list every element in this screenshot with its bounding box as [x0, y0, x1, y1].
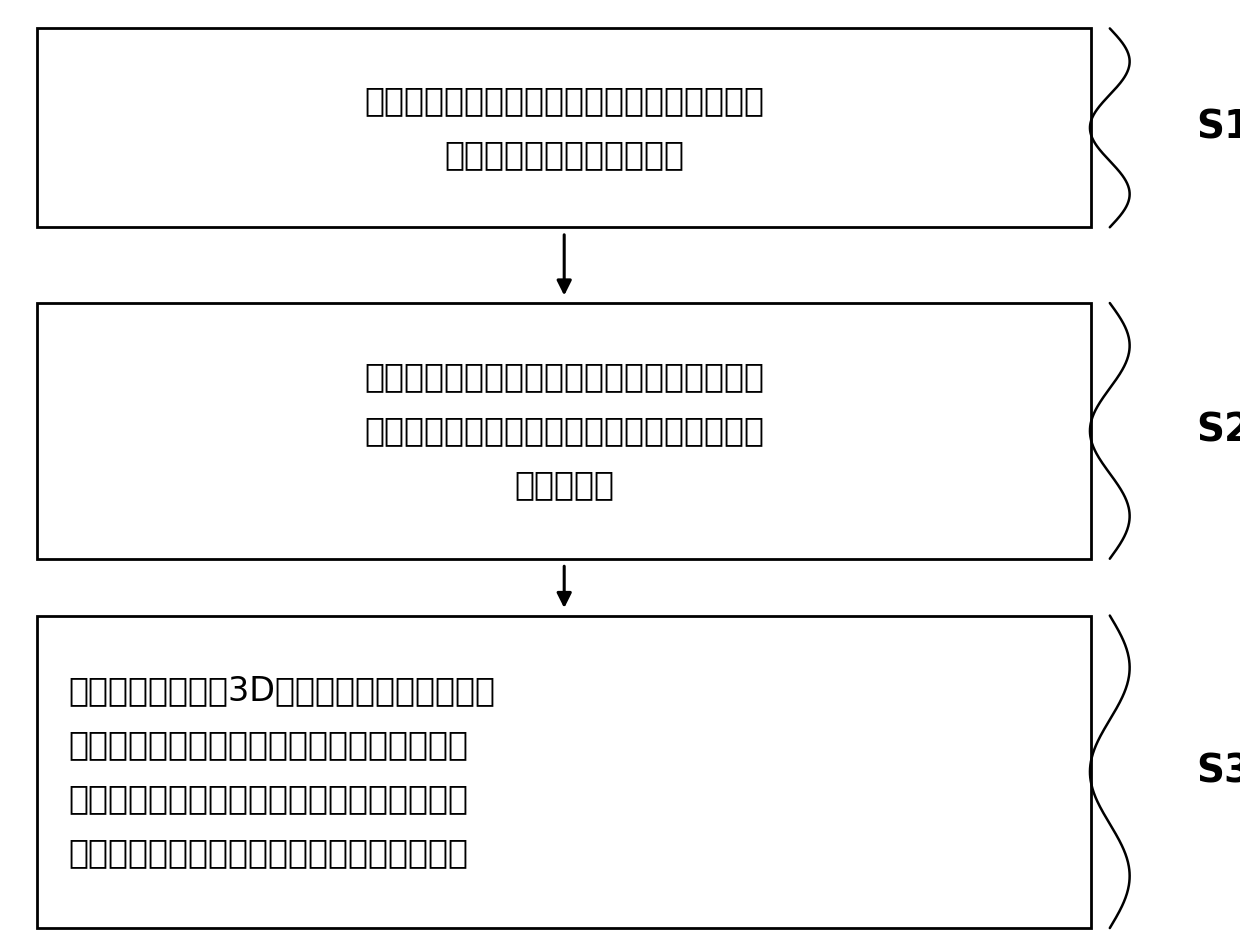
Text: 通过所述旋转称重盒使所述植物样本旋转，通
过所述旋转称重盒中的称重装置获取所述植物
样本的重量: 通过所述旋转称重盒使所述植物样本旋转，通 过所述旋转称重盒中的称重装置获取所述植… — [365, 361, 764, 501]
Text: S1: S1 — [1197, 109, 1240, 147]
Text: S2: S2 — [1197, 412, 1240, 450]
Text: 通过传感器盒中的3D相机获取所述植物样本的
形态表型参数值，通过所述传感器盒中的光谱
相机获取生理表型参数值，通过所述传感器盒
中的可见光彩色相机获取颜色纹理表: 通过传感器盒中的3D相机获取所述植物样本的 形态表型参数值，通过所述传感器盒中的… — [68, 674, 495, 869]
Bar — [37, 303, 1091, 559]
Bar — [37, 616, 1091, 928]
Text: S3: S3 — [1197, 753, 1240, 791]
Bar — [37, 28, 1091, 227]
Text: 去除植物样本的根系后，将所述植物样本固定
在旋转称重盒的夹持装置上: 去除植物样本的根系后，将所述植物样本固定 在旋转称重盒的夹持装置上 — [365, 84, 764, 171]
